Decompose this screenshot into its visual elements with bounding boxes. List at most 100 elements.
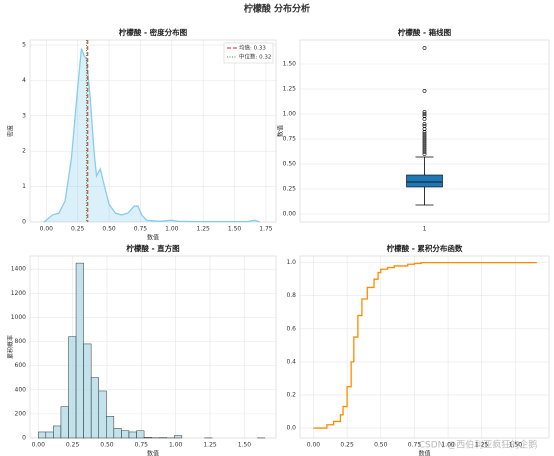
- x-tick-label: 1.00: [169, 442, 183, 449]
- watermark: CSDN @西伯利亚疯狂的企鹅: [419, 439, 538, 451]
- y-tick-label: 0.50: [283, 161, 297, 168]
- y-tick-label: 0.4: [286, 358, 296, 365]
- subplot-title: 柠檬酸 - 箱线图: [398, 27, 452, 37]
- x-axis-label: 数值: [418, 450, 430, 456]
- y-axis-label: 密度: [7, 125, 15, 137]
- histogram-bar: [128, 431, 137, 439]
- y-tick-label: 1.0: [286, 259, 296, 266]
- density-area: [43, 48, 260, 223]
- histogram-bar: [83, 343, 92, 439]
- outlier: [422, 142, 427, 146]
- outlier: [422, 136, 427, 140]
- plot-frame: [299, 255, 550, 439]
- histogram-bar: [53, 425, 62, 439]
- outlier: [422, 148, 427, 152]
- y-tick-label: 1.25: [283, 86, 297, 93]
- density-line: [43, 48, 260, 223]
- x-tick-label: 1.75: [259, 226, 273, 233]
- x-tick-label: 1.50: [228, 226, 242, 233]
- x-tick-label: 1.50: [509, 442, 523, 449]
- y-tick-label: 1400: [11, 266, 26, 273]
- histogram-bar: [90, 377, 99, 439]
- outlier: [422, 140, 427, 144]
- x-tick-label: 0.00: [307, 442, 321, 449]
- x-tick-label: 0.50: [374, 442, 388, 449]
- y-tick-label: 0.0: [286, 425, 296, 432]
- outlier: [422, 89, 427, 93]
- outlier: [422, 122, 427, 126]
- y-tick-label: 4: [22, 77, 26, 84]
- y-tick-label: 1000: [11, 314, 26, 321]
- x-tick-label: 0.25: [340, 442, 354, 449]
- y-tick-label: 1200: [11, 290, 26, 297]
- outlier: [422, 152, 427, 156]
- y-tick-label: 800: [15, 338, 27, 345]
- x-tick-label: 1.00: [165, 226, 179, 233]
- y-tick-label: 0: [22, 219, 26, 226]
- box: [406, 174, 443, 188]
- y-tick-label: 600: [15, 362, 27, 369]
- histogram-bar: [98, 390, 107, 439]
- y-axis-label: 数值: [277, 125, 285, 137]
- outlier: [422, 146, 427, 150]
- subplot-title: 柠檬酸 - 直方图: [126, 243, 180, 253]
- x-tick-label: 0.50: [100, 442, 114, 449]
- y-tick-label: 200: [15, 410, 27, 417]
- outlier: [422, 114, 427, 118]
- histogram-bar: [37, 431, 47, 439]
- y-tick-label: 5: [22, 41, 26, 48]
- figure-title: 柠檬酸 分布分析: [244, 3, 310, 15]
- y-axis-label: 累积概率: [7, 335, 15, 359]
- histogram-bar: [113, 428, 122, 439]
- histogram-bar: [136, 430, 145, 439]
- outlier: [422, 134, 427, 138]
- histogram-bar: [68, 336, 77, 439]
- outlier: [422, 112, 427, 116]
- x-tick-label: 0.50: [102, 226, 116, 233]
- subplot-title: 柠檬酸 - 累积分布函数: [387, 243, 463, 253]
- subplot-title: 柠檬酸 - 密度分布图: [119, 27, 188, 37]
- histogram-bar: [106, 416, 115, 439]
- y-tick-label: 1.00: [283, 111, 297, 118]
- x-tick-label: 1.25: [203, 442, 217, 449]
- x-tick-label: 1.25: [197, 226, 211, 233]
- y-tick-label: 0.6: [286, 325, 296, 332]
- x-tick-label: 0.75: [134, 226, 148, 233]
- histogram-bar: [60, 406, 69, 439]
- histogram-bar: [75, 262, 84, 439]
- histogram-bar: [45, 431, 54, 439]
- x-tick-label: 0.25: [71, 226, 85, 233]
- x-tick-label: 1.25: [475, 442, 489, 449]
- y-tick-label: 0.00: [283, 211, 297, 218]
- outlier: [422, 132, 427, 136]
- y-tick-label: 400: [15, 386, 27, 393]
- outlier: [422, 110, 427, 114]
- x-tick-label: 0.75: [408, 442, 422, 449]
- y-tick-label: 1: [22, 183, 26, 190]
- legend-label: 中位数: 0.32: [239, 53, 271, 61]
- histogram-bar: [174, 435, 183, 439]
- y-tick-label: 0.75: [283, 136, 297, 143]
- x-tick-label: 1.50: [238, 442, 252, 449]
- x-tick-label: 0.25: [66, 442, 80, 449]
- outlier: [422, 138, 427, 142]
- y-tick-label: 3: [22, 112, 26, 119]
- x-tick-label: 0.00: [32, 442, 46, 449]
- x-tick-label: 0.00: [40, 226, 54, 233]
- x-tick-label: 0.75: [135, 442, 149, 449]
- y-tick-label: 0.25: [283, 186, 297, 193]
- histogram-bar: [121, 430, 130, 439]
- y-tick-label: 0.8: [286, 292, 296, 299]
- outlier: [422, 124, 427, 128]
- histogram-bar: [143, 437, 152, 439]
- x-tick-label: 1.00: [441, 442, 455, 449]
- legend-label: 均值: 0.33: [239, 44, 266, 52]
- y-tick-label: 1.50: [283, 61, 297, 68]
- y-tick-label: 2: [22, 148, 26, 155]
- y-tick-label: 0: [22, 435, 26, 442]
- x-axis-label: 数值: [147, 450, 159, 456]
- x-tick-label: 1: [423, 226, 427, 233]
- plot-frame: [29, 39, 277, 223]
- cdf-line: [313, 261, 537, 429]
